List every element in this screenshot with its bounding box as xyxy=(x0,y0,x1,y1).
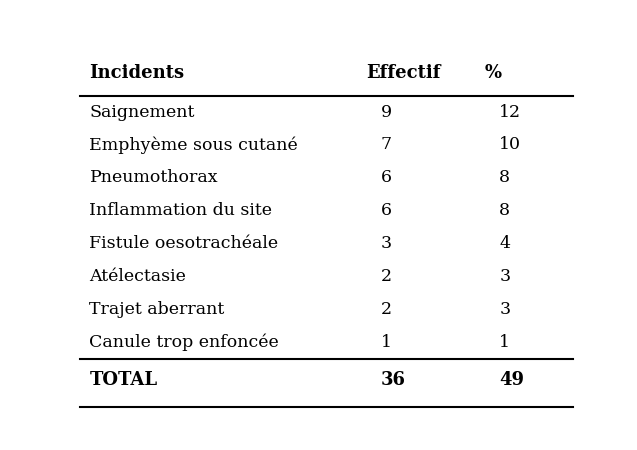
Text: 7: 7 xyxy=(381,136,392,153)
Text: Effectif: Effectif xyxy=(366,64,440,82)
Text: 3: 3 xyxy=(381,235,392,252)
Text: %: % xyxy=(485,64,501,82)
Text: Canule trop enfoncée: Canule trop enfoncée xyxy=(89,334,279,351)
Text: 6: 6 xyxy=(381,202,392,219)
Text: Inflammation du site: Inflammation du site xyxy=(89,202,273,219)
Text: 36: 36 xyxy=(381,371,406,389)
Text: 2: 2 xyxy=(381,268,392,285)
Text: 1: 1 xyxy=(381,334,392,351)
Text: 2: 2 xyxy=(381,301,392,318)
Text: Atélectasie: Atélectasie xyxy=(89,268,187,285)
Text: 10: 10 xyxy=(499,136,521,153)
Text: 12: 12 xyxy=(499,104,521,121)
Text: 8: 8 xyxy=(499,202,510,219)
Text: 1: 1 xyxy=(499,334,510,351)
Text: Trajet aberrant: Trajet aberrant xyxy=(89,301,225,318)
Text: Fistule oesotrachéale: Fistule oesotrachéale xyxy=(89,235,278,252)
Text: 3: 3 xyxy=(499,301,510,318)
Text: Saignement: Saignement xyxy=(89,104,195,121)
Text: 4: 4 xyxy=(499,235,510,252)
Text: Incidents: Incidents xyxy=(89,64,185,82)
Text: 6: 6 xyxy=(381,169,392,186)
Text: Emphyème sous cutané: Emphyème sous cutané xyxy=(89,136,298,154)
Text: Pneumothorax: Pneumothorax xyxy=(89,169,218,186)
Text: 49: 49 xyxy=(499,371,524,389)
Text: 3: 3 xyxy=(499,268,510,285)
Text: 9: 9 xyxy=(381,104,392,121)
Text: TOTAL: TOTAL xyxy=(89,371,157,389)
Text: 8: 8 xyxy=(499,169,510,186)
